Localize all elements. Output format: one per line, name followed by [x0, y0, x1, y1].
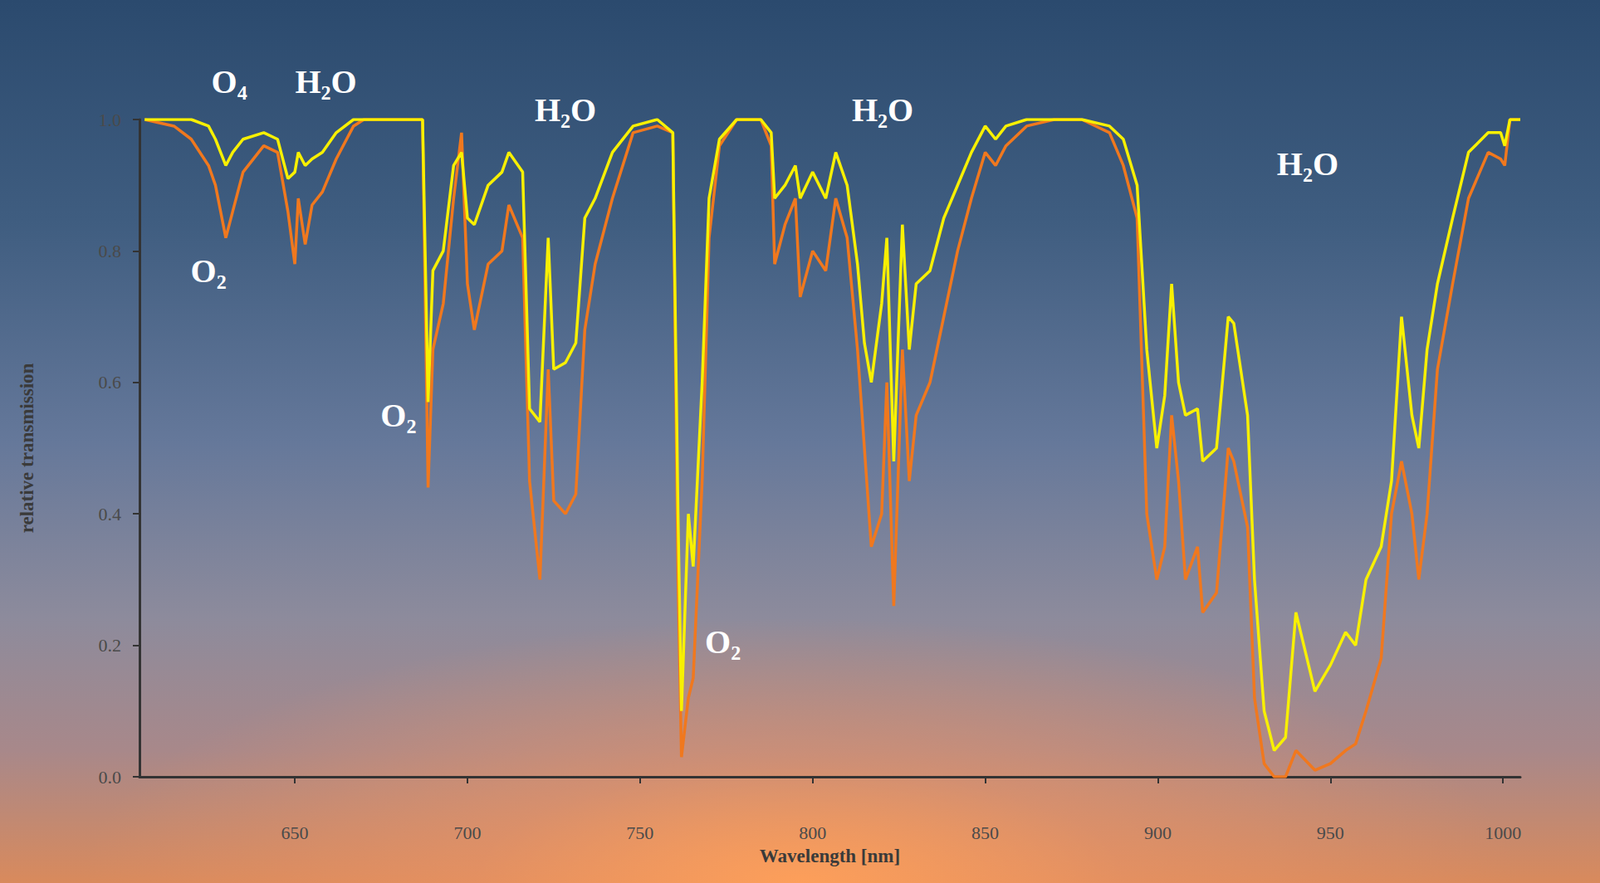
svg-text:1.0: 1.0: [98, 109, 123, 131]
svg-text:0.4: 0.4: [98, 503, 123, 525]
svg-text:900: 900: [1144, 822, 1172, 844]
svg-text:0.2: 0.2: [98, 635, 123, 656]
svg-text:O₄: O₄: [211, 63, 248, 101]
svg-text:950: 950: [1316, 822, 1345, 844]
svg-text:0.8: 0.8: [98, 240, 123, 262]
svg-text:H₂O: H₂O: [851, 91, 914, 129]
svg-text:650: 650: [281, 822, 309, 844]
svg-text:0.6: 0.6: [98, 371, 123, 393]
svg-text:O₂: O₂: [380, 396, 416, 435]
svg-text:H₂O: H₂O: [294, 63, 357, 101]
svg-text:700: 700: [453, 822, 481, 844]
svg-text:H₂O: H₂O: [534, 91, 597, 129]
svg-text:Wavelength [nm]: Wavelength [nm]: [759, 846, 901, 867]
svg-text:0.0: 0.0: [98, 767, 123, 788]
svg-text:O₂: O₂: [704, 623, 741, 661]
svg-text:800: 800: [798, 822, 827, 844]
svg-text:O₂: O₂: [190, 252, 227, 290]
svg-text:H₂O: H₂O: [1277, 145, 1339, 183]
svg-text:relative transmission: relative transmission: [16, 362, 38, 534]
svg-text:1000: 1000: [1484, 822, 1522, 844]
svg-text:850: 850: [971, 822, 999, 844]
svg-text:750: 750: [626, 822, 654, 844]
